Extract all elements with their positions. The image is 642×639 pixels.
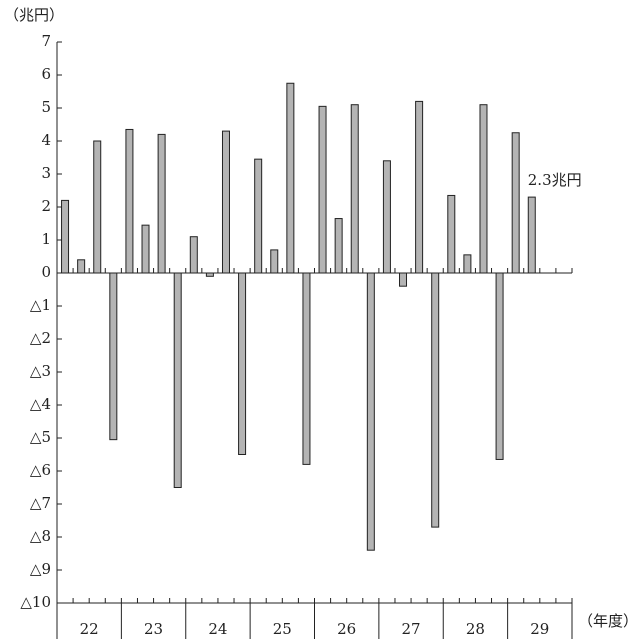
y-tick-label: △1 [30,296,51,314]
y-tick-label: △3 [30,362,51,380]
y-tick-label: 7 [41,32,51,50]
y-tick-label: △6 [30,461,51,479]
x-tick-label: 29 [530,620,549,638]
x-tick-label: 22 [80,620,99,638]
y-tick-label: △2 [30,329,51,347]
bar [382,160,391,274]
bar [93,140,102,274]
bar [125,128,134,274]
x-tick-label: 23 [144,620,163,638]
bar [334,218,343,274]
bar [463,254,472,274]
bar [286,82,295,274]
bar [495,272,504,460]
bar [447,194,456,274]
bar [254,158,263,274]
y-tick-label: 4 [41,131,51,149]
bar [527,196,536,274]
x-tick-label: 24 [208,620,227,638]
x-tick-label: 28 [466,620,485,638]
bar [109,272,118,441]
y-axis-label: （兆円） [4,6,64,24]
y-tick-label: 1 [41,230,51,248]
y-tick-label: △10 [20,593,51,611]
y-tick-label: △8 [30,527,51,545]
x-tick-label: 27 [402,620,421,638]
y-tick-label: △5 [30,428,51,446]
bar [141,224,150,274]
y-tick-label: 5 [41,98,51,116]
bar [302,272,311,465]
y-tick-label: △7 [30,494,51,512]
bar [318,105,327,274]
x-tick-label: 26 [337,620,356,638]
bar [238,272,247,455]
x-tick-label: 25 [273,620,292,638]
bar [431,272,440,528]
bar [221,130,230,274]
bar [61,199,70,274]
y-tick-label: 2 [41,197,51,215]
bar [157,133,166,274]
bar [173,272,182,488]
x-axis-label: （年度） [578,612,638,630]
bar [511,132,520,274]
y-tick-label: 0 [41,263,51,281]
bar [270,249,279,274]
bar [415,100,424,274]
y-tick-label: △4 [30,395,51,413]
bar [479,104,488,274]
bar [205,272,214,277]
bar [366,272,375,551]
y-tick-label: △9 [30,560,51,578]
bar [189,236,198,274]
bar [399,272,408,287]
bar [350,104,359,274]
y-tick-label: 6 [41,65,51,83]
annotation: 2.3兆円 [528,171,582,189]
bar [77,259,86,274]
y-tick-label: 3 [41,164,51,182]
